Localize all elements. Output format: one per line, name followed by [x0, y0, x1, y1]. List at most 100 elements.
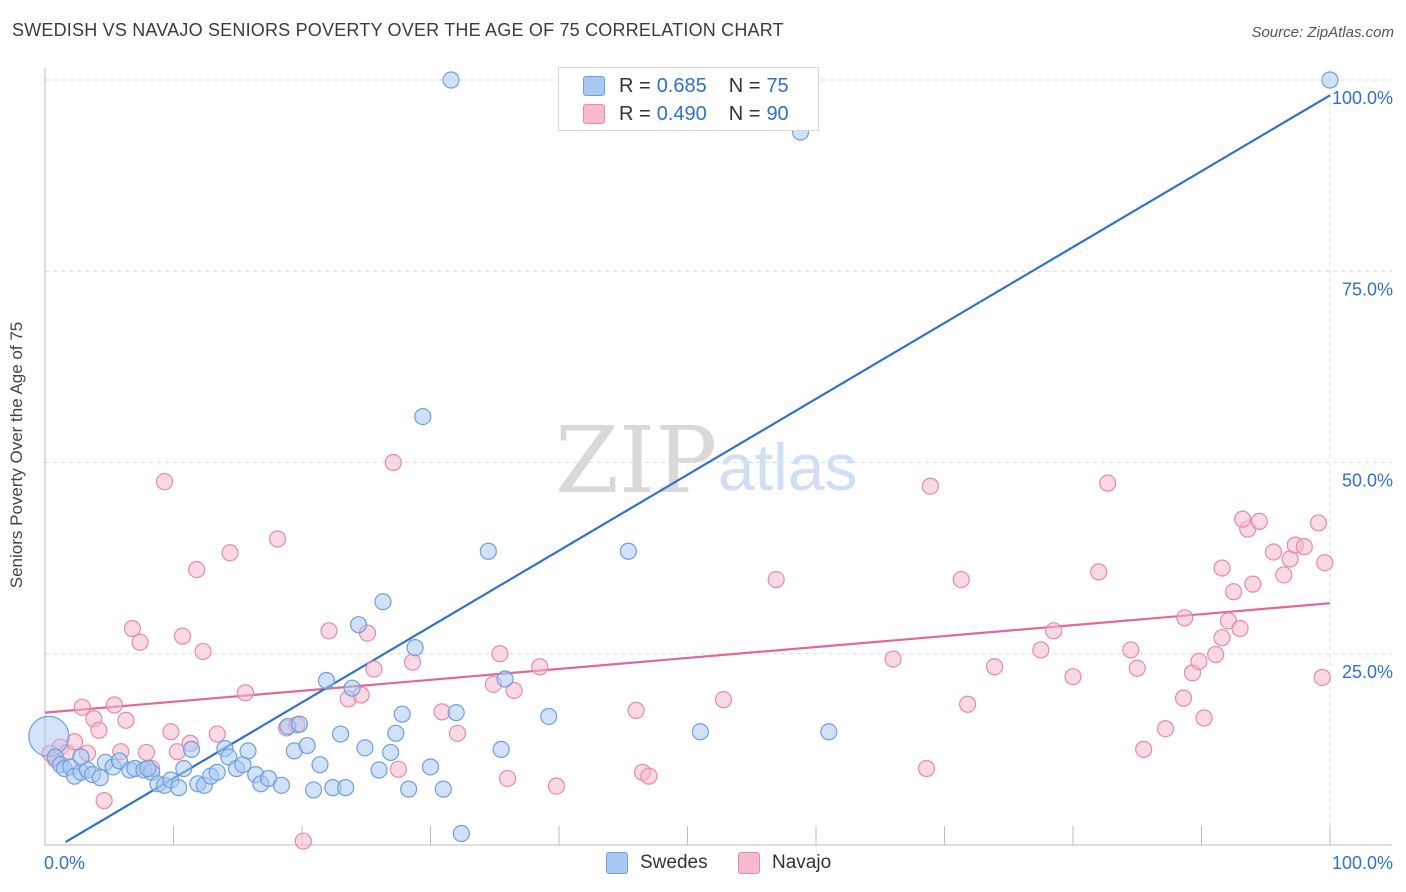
navajo-point	[162, 723, 180, 741]
navajo-point	[1213, 629, 1231, 647]
navajo-point	[1225, 583, 1243, 601]
navajo-point	[1313, 668, 1331, 687]
swedes-point	[691, 723, 709, 741]
swedes-legend-swatch	[606, 852, 628, 874]
swedes-point	[356, 739, 374, 757]
swedes-point	[272, 776, 291, 794]
swedes-point	[374, 593, 392, 611]
navajo-point	[884, 650, 902, 668]
navajo-point	[365, 660, 383, 678]
navajo-point	[448, 724, 467, 742]
navajo-point	[1090, 563, 1108, 581]
navajo-point	[1316, 554, 1334, 572]
navajo-point	[921, 477, 939, 495]
navajo-point	[1135, 740, 1153, 758]
navajo-point	[389, 760, 407, 778]
swedes-point	[349, 616, 368, 634]
swedes-r-value: 0.685	[656, 74, 707, 97]
navajo-point	[1176, 609, 1194, 627]
swedes-swatch	[583, 76, 605, 96]
navajo-point	[505, 681, 523, 700]
swedes-point	[496, 670, 514, 688]
swedes-point	[331, 725, 350, 743]
navajo-n-value: 90	[766, 102, 789, 125]
navajo-r-value: 0.490	[656, 102, 707, 125]
navajo-point	[1295, 538, 1313, 556]
series-legend: Swedes Navajo	[0, 852, 1406, 878]
navajo-point	[1244, 575, 1262, 593]
navajo-point	[986, 658, 1004, 676]
y-axis-label: Seniors Poverty Over the Age of 75	[7, 321, 26, 589]
navajo-point	[491, 645, 509, 663]
navajo-point	[208, 725, 226, 743]
navajo-point	[1156, 720, 1175, 738]
navajo-point	[90, 721, 108, 739]
y-tick-label: 75.0%	[1342, 279, 1393, 299]
navajo-point	[1045, 622, 1063, 640]
swedes-point	[91, 769, 109, 787]
swedes-point	[540, 707, 558, 726]
swedes-point	[479, 542, 497, 560]
swedes-point	[492, 740, 510, 758]
navajo-point	[1122, 641, 1140, 659]
navajo-point	[1309, 514, 1328, 532]
navajo-point	[1275, 566, 1293, 584]
navajo-point	[1234, 510, 1252, 528]
swedes-point	[182, 740, 201, 758]
navajo-point	[73, 698, 91, 716]
navajo-point	[627, 701, 645, 719]
swedes-point	[139, 759, 157, 778]
navajo-point	[1207, 645, 1225, 664]
navajo-point	[221, 544, 239, 562]
swedes-point	[1321, 71, 1339, 89]
navajo-point	[320, 622, 338, 640]
legend-item-navajo[interactable]: Navajo	[738, 852, 831, 874]
navajo-point	[1099, 474, 1117, 492]
swedes-point	[387, 724, 405, 742]
navajo-point	[236, 684, 255, 702]
navajo-point	[1195, 709, 1213, 727]
navajo-point	[95, 792, 113, 810]
swedes-point	[290, 715, 309, 733]
navajo-point	[531, 658, 549, 676]
legend-row-swedes: R = 0.685 N = 75	[583, 74, 789, 98]
swedes-point	[304, 781, 323, 799]
navajo-point	[155, 473, 174, 491]
swedes-point	[619, 542, 637, 560]
navajo-point	[1213, 559, 1231, 577]
navajo-point	[1190, 652, 1208, 671]
swedes-point	[393, 705, 411, 723]
swedes-point	[442, 71, 460, 89]
navajo-point	[117, 711, 135, 729]
swedes-point	[337, 779, 355, 797]
navajo-point	[137, 743, 156, 762]
swedes-point	[406, 639, 424, 657]
swedes-point	[170, 779, 188, 797]
navajo-point	[714, 691, 733, 709]
source-label: Source: ZipAtlas.com	[1251, 24, 1394, 41]
navajo-point	[1128, 659, 1146, 677]
swedes-point	[414, 408, 432, 426]
navajo-point	[1064, 668, 1082, 686]
navajo-point	[105, 696, 123, 714]
swedes-point	[434, 780, 452, 798]
swedes-point	[311, 756, 329, 774]
navajo-point	[384, 453, 402, 472]
navajo-point	[194, 642, 212, 661]
watermark-atlas: atlas	[718, 430, 857, 504]
navajo-point	[952, 570, 970, 589]
y-tick-label: 25.0%	[1342, 662, 1393, 682]
tick-labels: 25.0% 50.0% 75.0% 100.0% 0.0% 100.0%	[44, 88, 1393, 873]
swedes-point	[317, 671, 336, 690]
navajo-point	[917, 759, 936, 778]
navajo-point	[499, 769, 517, 788]
swedes-point	[452, 824, 470, 843]
swedes-point	[208, 763, 226, 781]
navajo-point	[1032, 641, 1050, 659]
x-tick-label: 100.0%	[1332, 853, 1393, 873]
navajo-point	[547, 777, 566, 795]
legend-item-swedes[interactable]: Swedes	[606, 852, 708, 874]
swedes-legend-label: Swedes	[640, 852, 708, 873]
navajo-point	[1264, 543, 1283, 561]
